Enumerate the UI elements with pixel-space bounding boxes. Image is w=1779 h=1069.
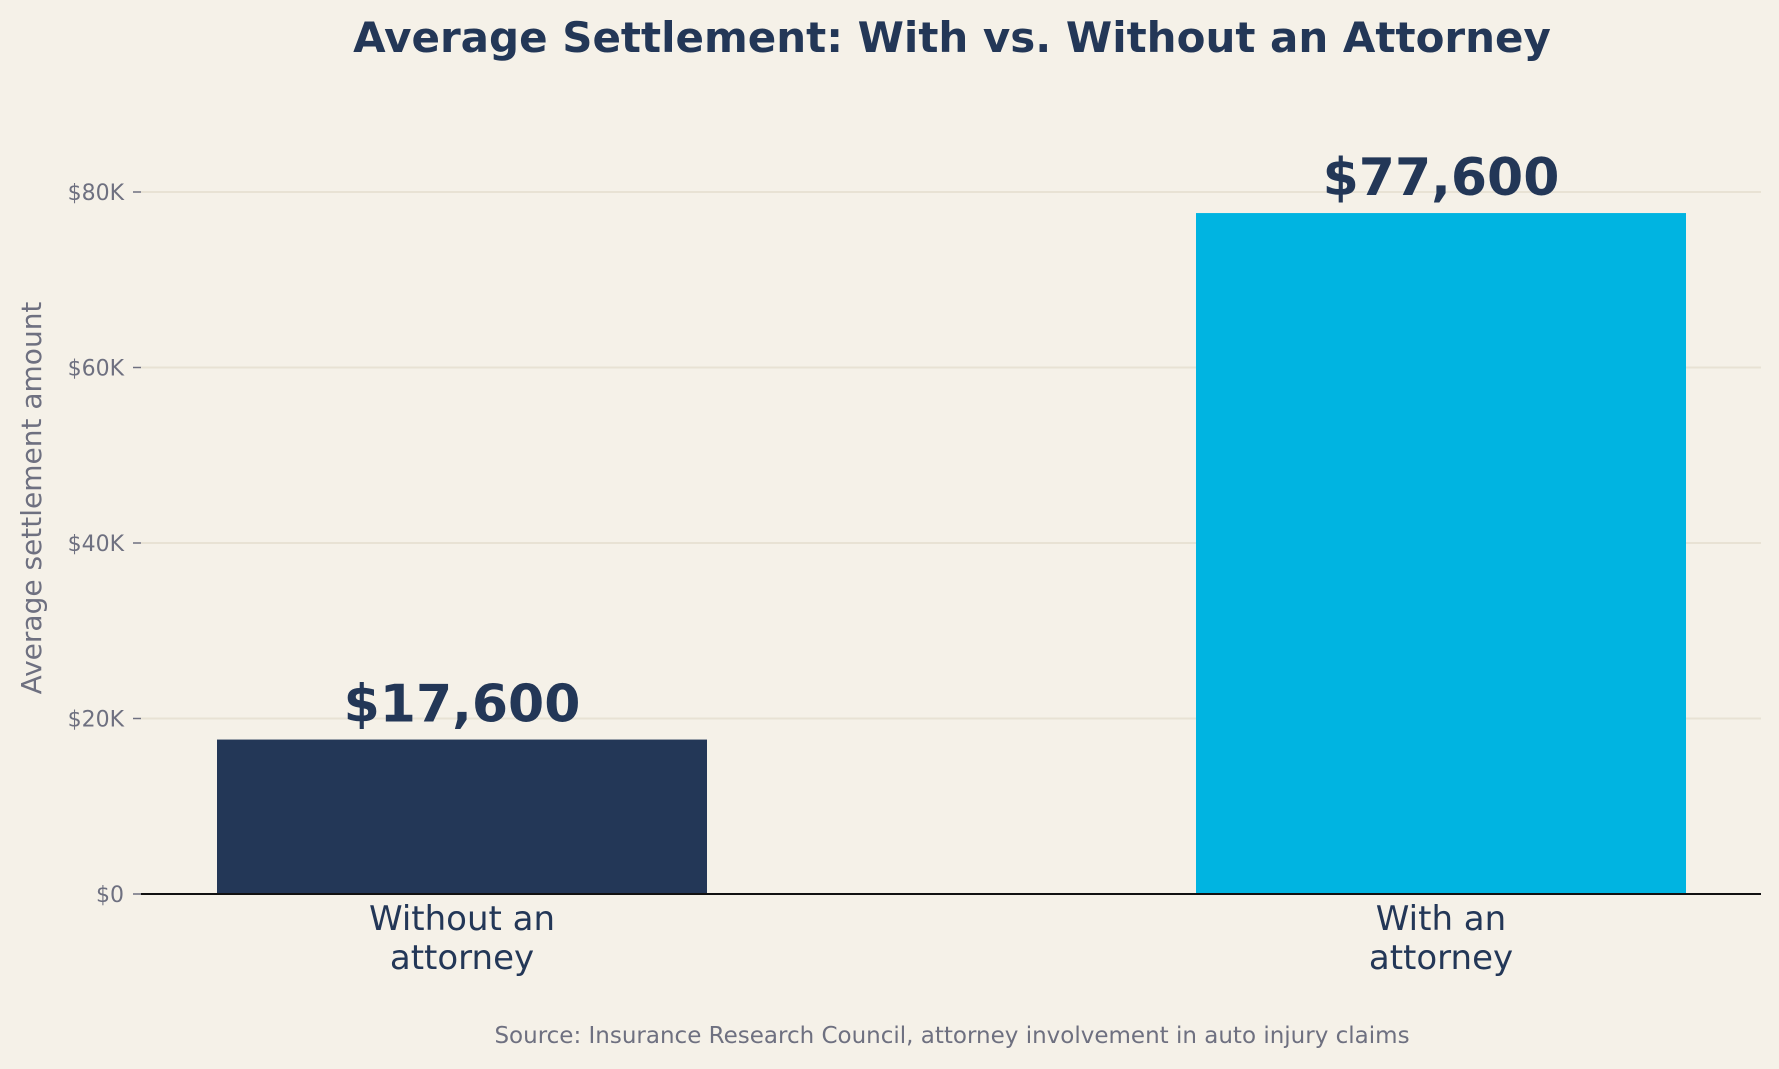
y-tick-label: $80K: [68, 181, 125, 206]
bar-value-label: $77,600: [1323, 148, 1560, 208]
y-tick-label: $40K: [68, 532, 125, 557]
x-tick-label: With an attorney: [1369, 899, 1513, 978]
bar-with-attorney: [1196, 213, 1686, 894]
x-tick-label-line: attorney: [390, 938, 534, 978]
bars: [217, 213, 1686, 894]
value-labels: $17,600 $77,600: [344, 148, 1560, 735]
source-note: Source: Insurance Research Council, atto…: [494, 1023, 1409, 1049]
bar-without-attorney: [217, 739, 707, 894]
x-tick-label-line: With an: [1376, 899, 1506, 939]
bar-value-label: $17,600: [344, 675, 581, 735]
x-tick-label-line: Without an: [369, 899, 555, 939]
chart-title: Average Settlement: With vs. Without an …: [353, 13, 1551, 62]
x-tick-label-line: attorney: [1369, 938, 1513, 978]
y-axis-label: Average settlement amount: [15, 302, 48, 695]
x-tick-label: Without an attorney: [369, 899, 555, 978]
y-tick-label: $60K: [68, 357, 125, 382]
y-axis-ticks: $0 $20K $40K $60K $80K: [68, 181, 141, 908]
y-tick-label: $20K: [68, 708, 125, 733]
y-tick-label: $0: [96, 883, 124, 908]
